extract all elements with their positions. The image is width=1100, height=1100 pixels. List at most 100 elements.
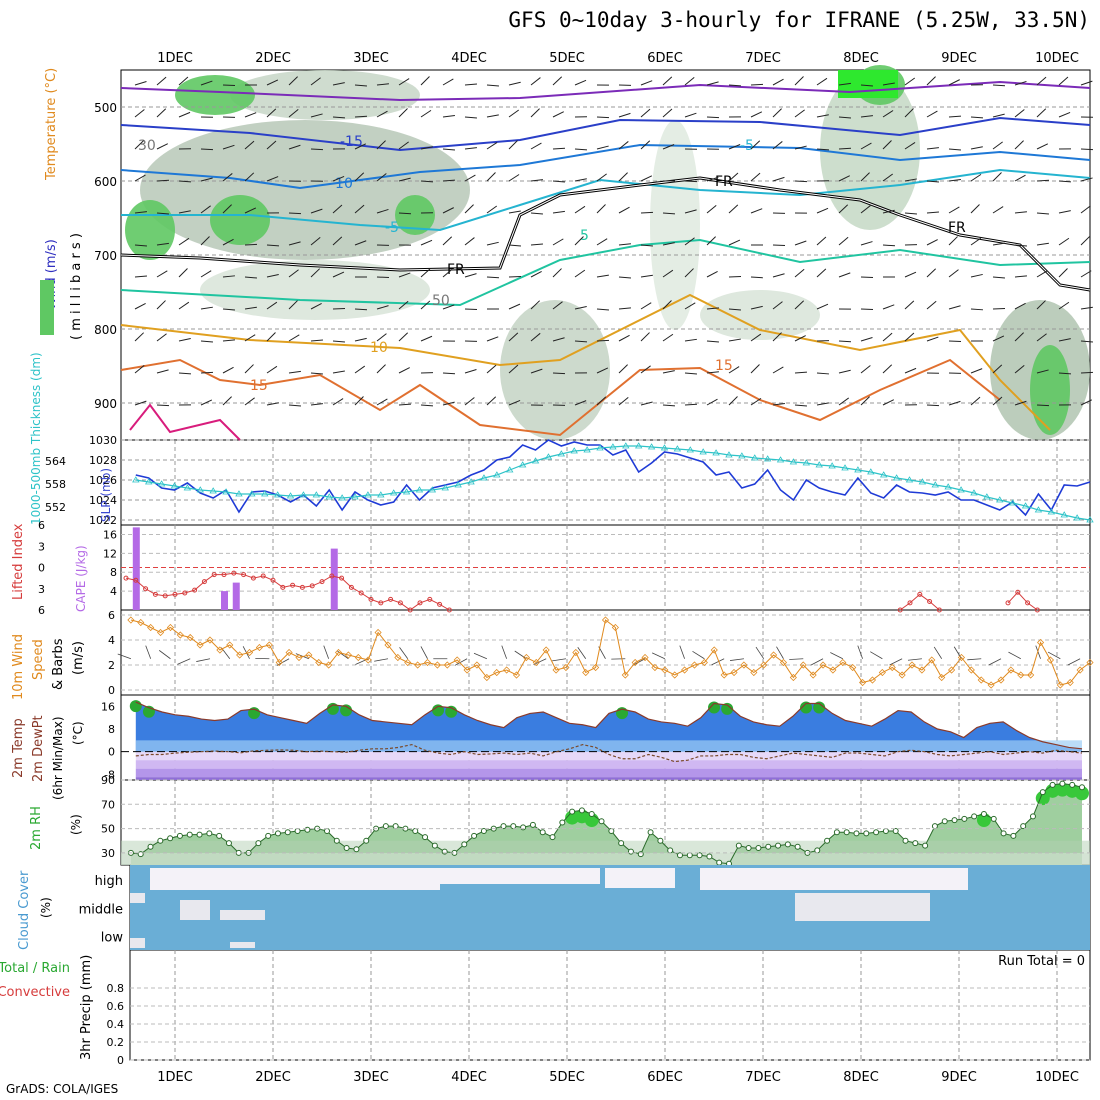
wind-barb — [420, 109, 432, 118]
wind-barb — [618, 243, 631, 246]
wind-barb — [728, 204, 739, 214]
wind-barb — [750, 172, 761, 182]
contour-label: -5 — [740, 138, 754, 154]
rh-marker — [814, 847, 821, 854]
thickness-marker — [248, 490, 256, 497]
wind-barb-10m — [651, 652, 666, 660]
thickness-marker — [441, 484, 449, 491]
y-axis-label-li: Lifted Index — [11, 523, 26, 600]
rh-marker — [520, 824, 527, 831]
wind-barb — [420, 239, 433, 246]
thickness-marker — [338, 494, 346, 501]
wind-speed-marker — [186, 633, 194, 642]
wind-barb — [200, 148, 214, 151]
wind-barb — [222, 275, 235, 278]
wind-speed-marker — [789, 673, 797, 682]
wind-barb — [508, 399, 521, 406]
rh-marker — [294, 828, 301, 834]
thickness-marker — [712, 449, 720, 456]
wind-barb — [442, 372, 456, 375]
wind-barb-10m — [323, 645, 330, 659]
wind-barb — [1080, 340, 1093, 343]
wind-barb — [288, 370, 301, 374]
wind-barb — [948, 236, 958, 246]
wind-barb — [596, 173, 607, 182]
wind-barb — [464, 83, 478, 86]
thickness-marker — [776, 456, 785, 463]
wind-barb — [618, 206, 630, 214]
contour-label: 5 — [580, 228, 589, 244]
li-tick-label: 6 — [38, 604, 45, 617]
wind-barb-10m — [730, 658, 744, 661]
li-line — [1007, 591, 1038, 611]
wind-speed-marker — [987, 681, 995, 689]
wind-barb — [640, 175, 653, 182]
wind-barb — [750, 364, 760, 374]
thickness-marker — [506, 466, 514, 473]
wind-barb — [684, 112, 697, 118]
wind-speed-marker — [384, 641, 392, 649]
wind-barb — [200, 80, 213, 86]
wind-barb — [244, 112, 257, 118]
wind-speed-marker — [631, 658, 639, 667]
li-marker — [152, 591, 158, 597]
wind-barb — [552, 268, 562, 278]
wind-barb — [1014, 80, 1027, 86]
x-tick-label-top: 3DEC — [353, 51, 389, 66]
wind-barb-10m — [336, 650, 349, 660]
wind-barb — [926, 76, 936, 86]
wind-barb — [200, 371, 214, 374]
wind-speed-marker — [562, 663, 570, 672]
rh-marker — [147, 843, 154, 850]
wind-barb — [640, 108, 651, 118]
li-marker — [123, 575, 129, 581]
temperature-peak-fill — [708, 701, 721, 714]
y-axis-label-precip: 3hr Precip (mm) — [79, 955, 94, 1060]
wind-barb — [442, 268, 453, 278]
wind-barb — [772, 332, 782, 342]
li-marker — [172, 591, 178, 597]
wind-barb — [420, 146, 433, 150]
rh-marker — [598, 818, 605, 825]
rh-shade-area — [230, 70, 420, 120]
wind-speed-marker — [592, 663, 600, 672]
rh-marker — [539, 829, 546, 836]
wind-barb — [398, 177, 411, 182]
wind-barb — [772, 273, 785, 278]
wind-speed-marker — [206, 636, 214, 644]
li-marker — [319, 579, 325, 585]
li-marker — [927, 599, 933, 604]
wind-barb — [926, 336, 939, 342]
y-axis-label-speed: Speed — [31, 639, 46, 680]
wind-barb — [156, 143, 168, 150]
wind-speed-marker — [265, 641, 273, 649]
wind-speed-marker — [710, 646, 718, 654]
wind-barb — [948, 340, 962, 343]
x-tick-label-top: 2DEC — [255, 51, 291, 66]
wind-barb — [266, 402, 279, 406]
wind-barb — [178, 268, 188, 278]
wind-barb — [838, 272, 851, 278]
rh-marker — [255, 840, 262, 847]
wind-barb — [728, 144, 741, 150]
cloud-clear-high — [700, 868, 968, 890]
wind-barb — [134, 302, 146, 310]
wind-barb — [398, 141, 409, 150]
li-tick-label: 3 — [38, 583, 45, 596]
y-axis-label-wind10m: 10m Wind — [11, 634, 26, 700]
slp-tick-label: 1022 — [89, 514, 117, 527]
thickness-marker — [480, 474, 488, 481]
thickness-marker — [1047, 508, 1056, 515]
y-axis-label-slp: SLP (mb) — [99, 468, 113, 522]
wind-barb — [222, 308, 235, 311]
wind-barb — [288, 334, 300, 342]
wind-barb — [816, 372, 830, 375]
wind-barb — [156, 404, 170, 407]
thickness-marker — [647, 443, 656, 450]
wind-barb — [596, 116, 610, 119]
rh-marker — [480, 828, 487, 834]
wind-barb-10m — [907, 658, 922, 661]
wind-barb — [882, 399, 894, 406]
wind-barb — [1058, 237, 1070, 246]
